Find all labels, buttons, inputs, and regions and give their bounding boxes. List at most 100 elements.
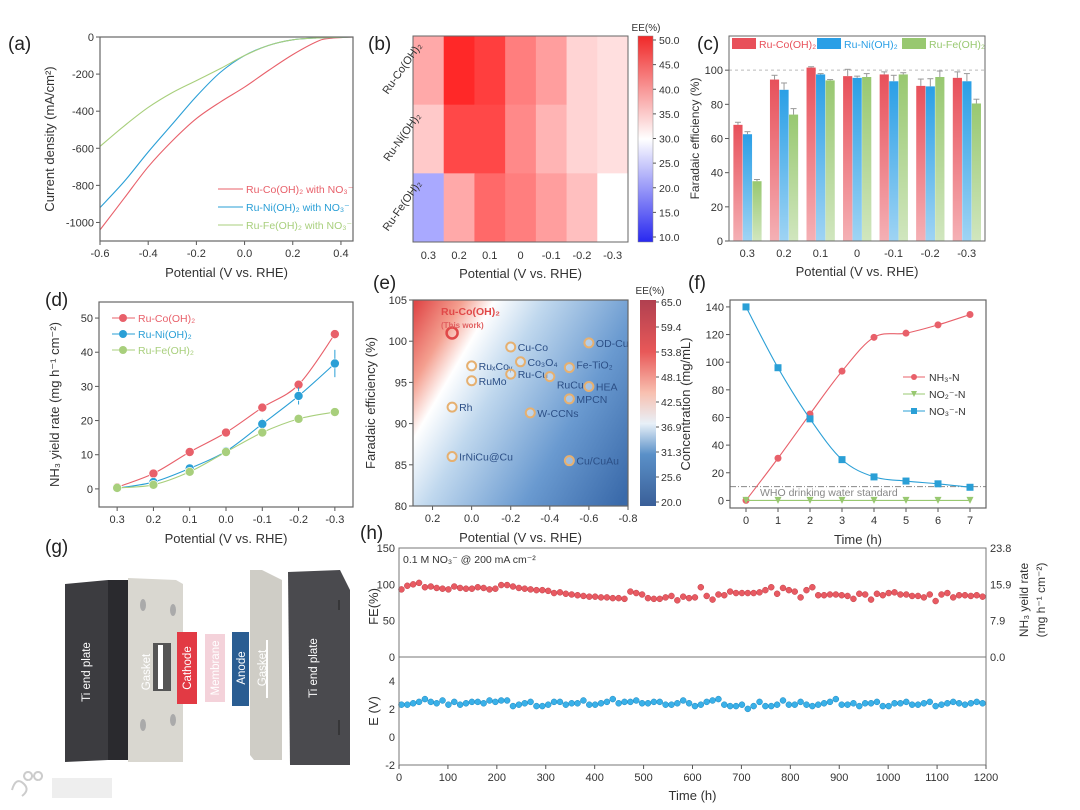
x-tick-label: 0.1 — [482, 250, 497, 262]
colorbar-tick-label: 53.8 — [661, 347, 682, 359]
x-tick-label: 1 — [775, 515, 781, 527]
benchmark-point — [563, 393, 575, 405]
heatmap-cell — [474, 36, 506, 106]
voltage-point — [445, 701, 452, 708]
benchmark-point — [446, 401, 458, 413]
y-tick-label: 80 — [711, 99, 723, 111]
fe-point — [451, 583, 458, 590]
fe-point — [527, 586, 534, 593]
benchmark-label: Cu-Co — [518, 342, 549, 354]
legend-label: Ru-Ni(OH)₂ — [844, 39, 898, 51]
voltage-point — [703, 698, 710, 706]
bar-shade — [962, 81, 972, 241]
bar-shade — [925, 86, 935, 241]
panel-label-b: (b) — [368, 34, 391, 55]
fe-point — [691, 594, 699, 601]
heatmap-cell — [474, 104, 506, 174]
voltage-point — [539, 702, 546, 710]
legend-label: NH₃-N — [929, 372, 960, 384]
voltage-point — [533, 702, 540, 710]
colorbar-tick-label: 25.0 — [659, 158, 680, 170]
colorbar-tick-label: 20.0 — [661, 497, 682, 509]
x-tick-label: 200 — [488, 772, 506, 784]
legend-label: Ru-Ni(OH)₂ with NO₃⁻ — [246, 202, 350, 214]
fe-point — [492, 585, 499, 592]
ti-end-plate-left-side — [108, 580, 128, 760]
voltage-point — [721, 701, 728, 708]
fe-point — [715, 591, 722, 598]
voltage-point — [861, 700, 869, 707]
benchmark-point — [466, 360, 478, 372]
y-tick-label: 10 — [81, 450, 93, 462]
y-tick-label: 140 — [706, 302, 724, 314]
data-point — [293, 391, 304, 401]
heatmap-cell — [413, 36, 445, 106]
fe-axis-title: FE(%) — [366, 588, 381, 625]
x-tick-label: 0 — [517, 250, 523, 262]
heatmap-cell — [566, 173, 598, 243]
colorbar-title: EE(%) — [636, 286, 665, 297]
heatmap-cell — [566, 36, 598, 106]
fe-point — [685, 594, 693, 602]
yield-axis-title: NH₃ yeild rate — [1017, 563, 1031, 638]
x-tick-label: 0.2 — [776, 248, 791, 260]
ti-right-label: Ti end plate — [308, 638, 320, 698]
benchmark-label: RuCu — [557, 380, 584, 392]
data-point — [742, 303, 750, 311]
who-label: WHO drinking water standard — [760, 487, 898, 499]
fe-point — [861, 591, 869, 598]
benchmark-point — [583, 337, 595, 349]
data-point — [966, 496, 974, 504]
voltage-point — [627, 698, 634, 706]
yield-axis-unit: (mg h⁻¹ cm⁻²) — [1034, 563, 1048, 638]
fe-point — [879, 591, 887, 599]
benchmark-label: W-CCNs — [537, 408, 578, 420]
voltage-point — [955, 700, 963, 707]
data-point — [902, 496, 910, 504]
voltage-point — [838, 701, 845, 708]
plot-frame — [98, 301, 354, 508]
voltage-point — [979, 700, 986, 707]
fe-point — [744, 589, 752, 597]
benchmark-point — [563, 362, 575, 374]
benchmark-label: HEA — [596, 382, 618, 394]
voltage-point — [744, 705, 752, 713]
fe-point — [903, 591, 910, 598]
fe-point — [544, 587, 552, 595]
legend-label: Ru-Co(OH)₂ — [759, 39, 816, 51]
voltage-point — [591, 701, 599, 708]
voltage-point — [750, 702, 757, 710]
benchmark-label: OD-Cu — [596, 338, 629, 350]
colorbar-tick-label: 50.0 — [659, 35, 680, 47]
data-point — [774, 364, 782, 372]
fe-point — [967, 592, 975, 600]
watermark — [52, 778, 112, 798]
x-tick-label: -0.3 — [957, 248, 976, 260]
fe-point — [926, 591, 933, 598]
x-tick-label: 1100 — [925, 772, 949, 784]
voltage-point — [773, 701, 781, 708]
voltage-point — [779, 697, 787, 704]
voltage-point — [867, 700, 875, 707]
yield-tick-label: 0.0 — [990, 652, 1005, 664]
voltage-point — [603, 698, 611, 706]
fe-point — [856, 590, 863, 598]
gasket-right-label: Gasket — [257, 649, 269, 686]
y-axis-title: Faradaic efficiency (%) — [688, 78, 702, 200]
x-tick-label: 4 — [871, 515, 877, 527]
x-tick-label: -0.4 — [540, 513, 559, 525]
voltage-point — [509, 702, 517, 710]
bar-shade — [952, 77, 962, 242]
fe-point — [709, 596, 716, 603]
data-point — [330, 358, 340, 369]
x-tick-label: -0.1 — [884, 248, 903, 260]
plot-frame — [728, 35, 986, 242]
voltage-point — [697, 701, 705, 708]
x-tick-label: 0.3 — [109, 514, 124, 526]
fe-point — [920, 594, 928, 601]
gasket-left-label: Gasket — [141, 653, 153, 690]
voltage-point — [908, 701, 916, 708]
data-point — [221, 427, 231, 438]
fe-point — [480, 584, 487, 592]
y-tick-label: 60 — [712, 412, 724, 424]
